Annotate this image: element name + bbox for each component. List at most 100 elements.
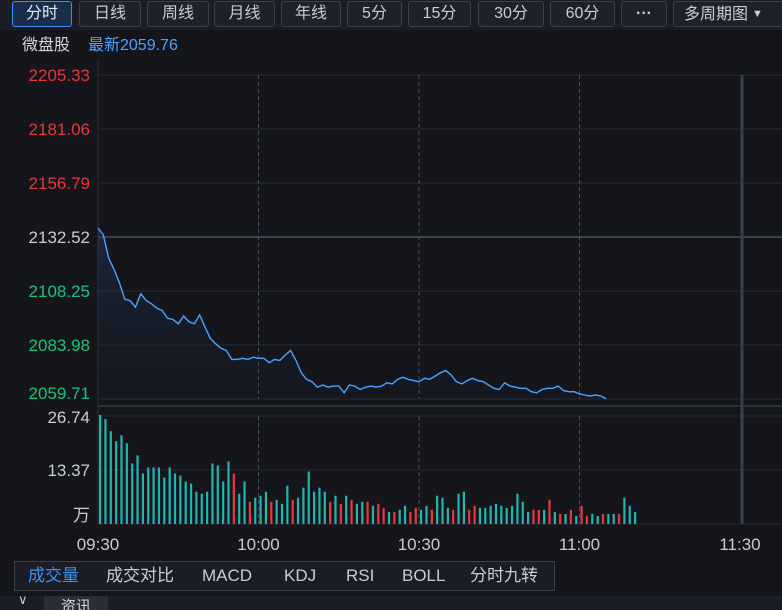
volume-tick-label: 13.37	[47, 461, 90, 480]
price-tick-label: 2156.79	[29, 174, 90, 193]
tab-yearly[interactable]: 年线	[281, 1, 341, 27]
volume-bar	[270, 501, 273, 524]
volume-bar	[227, 461, 230, 524]
volume-bar	[296, 497, 300, 524]
volume-bar	[585, 515, 589, 524]
volume-tick-label: 万	[73, 506, 90, 525]
volume-bar	[441, 497, 444, 524]
volume-bar	[564, 513, 567, 524]
volume-bar	[280, 503, 284, 524]
tab-label: 周线	[161, 5, 194, 22]
volume-bar	[516, 493, 519, 524]
news-tab[interactable]: 资讯	[44, 596, 108, 610]
volume-bar	[462, 491, 465, 524]
indicator-boll[interactable]: BOLL	[402, 566, 446, 585]
volume-bar	[569, 509, 572, 524]
price-area	[98, 228, 607, 399]
volume-bar	[532, 509, 535, 524]
volume-bar	[409, 511, 412, 524]
volume-bar	[468, 509, 471, 524]
tab-weekly[interactable]: 周线	[147, 1, 209, 27]
volume-bar	[238, 493, 241, 524]
chevron-down-icon[interactable]: ∨	[18, 592, 28, 607]
tab-label: 15分	[422, 5, 457, 22]
multi-period-dropdown[interactable]: 多周期图 ▼	[673, 1, 782, 27]
volume-bar	[553, 511, 556, 524]
volume-bar	[173, 473, 177, 524]
tab-label: 日线	[93, 5, 126, 22]
volume-bar	[596, 515, 599, 524]
price-line	[97, 227, 607, 400]
price-tick-label: 2205.33	[29, 66, 90, 85]
indicator-macd[interactable]: MACD	[202, 566, 253, 585]
volume-bar	[131, 463, 134, 524]
time-tick-label: 10:00	[237, 535, 280, 554]
tab-intraday[interactable]: 分时	[12, 1, 72, 27]
volume-bar	[473, 505, 476, 524]
tab-daily[interactable]: 日线	[79, 1, 141, 27]
volume-bar	[489, 505, 492, 524]
tab-60min[interactable]: 60分	[550, 1, 615, 27]
tab-30min[interactable]: 30分	[478, 1, 544, 27]
caret-down-icon: ▼	[752, 8, 763, 20]
volume-bar	[425, 505, 428, 524]
volume-bar	[179, 475, 182, 524]
volume-bar	[109, 431, 112, 524]
volume-bar	[484, 507, 487, 524]
volume-bar	[163, 477, 166, 524]
tab-5min[interactable]: 5分	[347, 1, 402, 27]
volume-bar	[350, 499, 353, 524]
volume-bar	[264, 491, 268, 524]
indicator-intraday-nine-turn[interactable]: 分时九转	[470, 566, 538, 585]
volume-bar	[104, 418, 107, 524]
volume-tick-label: 26.74	[47, 408, 90, 427]
volume-bar	[216, 465, 219, 524]
price-line-group	[97, 227, 607, 400]
volume-bar	[436, 495, 439, 524]
more-button[interactable]: ···	[621, 1, 667, 27]
volume-bar	[157, 467, 161, 524]
price-tick-label: 2132.52	[29, 228, 90, 247]
tab-label: 5分	[362, 5, 387, 22]
volume-bar	[307, 471, 310, 524]
volume-bar	[601, 513, 605, 524]
volume-bar	[580, 505, 583, 524]
tab-monthly[interactable]: 月线	[214, 1, 275, 27]
volume-bar	[505, 507, 508, 524]
time-tick-label: 11:00	[559, 535, 600, 554]
volume-bar	[430, 509, 433, 524]
indicator-rsi[interactable]: RSI	[346, 566, 375, 585]
volume-bar	[591, 513, 594, 524]
volume-bar	[575, 515, 578, 524]
volume-bar	[478, 507, 482, 524]
indicator-kdj[interactable]: KDJ	[284, 566, 317, 585]
volume-bar	[623, 497, 626, 524]
volume-bar	[184, 481, 187, 524]
tab-15min[interactable]: 15分	[408, 1, 471, 27]
volume-bar	[136, 455, 139, 524]
volume-bar	[243, 481, 246, 524]
volume-bar	[222, 481, 225, 524]
volume-bar	[232, 473, 235, 524]
volume-bar	[371, 505, 375, 524]
indicator-volume-compare[interactable]: 成交对比	[106, 566, 174, 585]
volume-bar	[141, 473, 144, 524]
price-tick-label: 2181.06	[29, 120, 90, 139]
axis-labels: 2205.33 2181.06 2156.79 2132.52 2108.25 2083.…	[29, 66, 761, 554]
volume-bar	[200, 493, 203, 524]
volume-bar	[211, 463, 214, 524]
tab-label: 多周期图	[684, 6, 749, 23]
latest-price: 最新2059.76	[88, 37, 178, 54]
price-tick-label: 2083.98	[29, 336, 90, 355]
indicator-volume[interactable]: 成交量	[28, 566, 79, 585]
volume-bar	[420, 509, 423, 524]
volume-bar	[329, 501, 332, 524]
volume-bar	[398, 509, 401, 524]
volume-bar	[414, 507, 417, 524]
tab-label: 年线	[294, 5, 327, 22]
volume-bar	[339, 503, 342, 524]
volume-bar	[559, 513, 562, 524]
volume-bar	[612, 513, 615, 524]
time-tick-label: 10:30	[398, 535, 441, 554]
